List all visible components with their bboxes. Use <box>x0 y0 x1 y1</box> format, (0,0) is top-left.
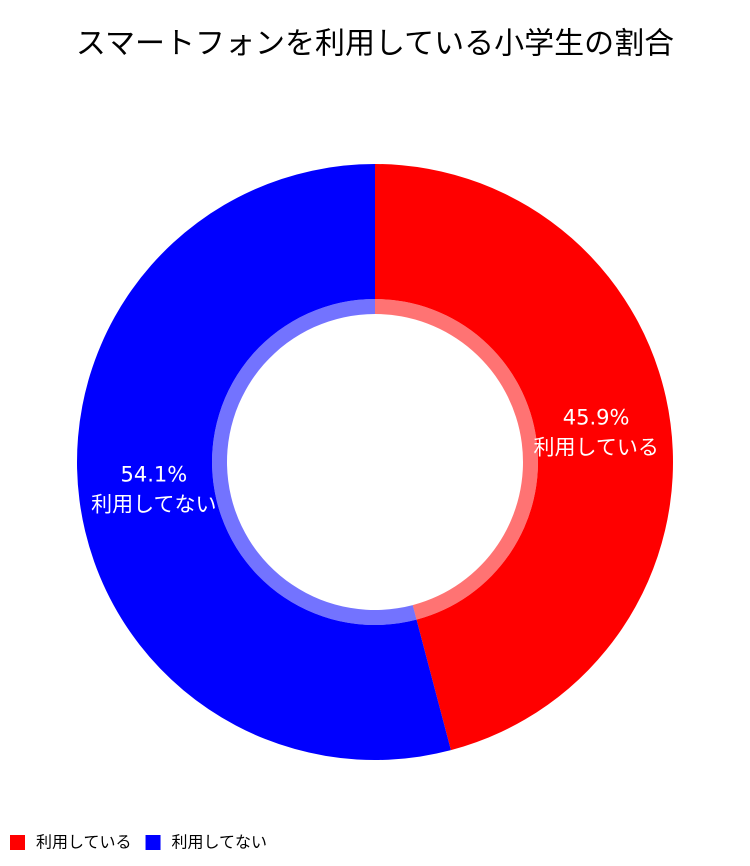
chart-title: スマートフォンを利用している小学生の割合 <box>76 27 674 62</box>
slice-category-label: 利用してない <box>91 493 216 517</box>
legend-label: 利用している <box>36 833 132 852</box>
slice-value-label: 54.1% <box>120 463 187 487</box>
legend-swatch <box>145 835 161 850</box>
donut-slice <box>76 164 451 760</box>
donut-slice <box>375 164 673 751</box>
legend-label: 利用してない <box>172 833 268 852</box>
slice-category-label: 利用している <box>533 435 658 459</box>
slice-value-label: 45.9% <box>563 405 630 429</box>
legend-swatch <box>10 835 25 850</box>
